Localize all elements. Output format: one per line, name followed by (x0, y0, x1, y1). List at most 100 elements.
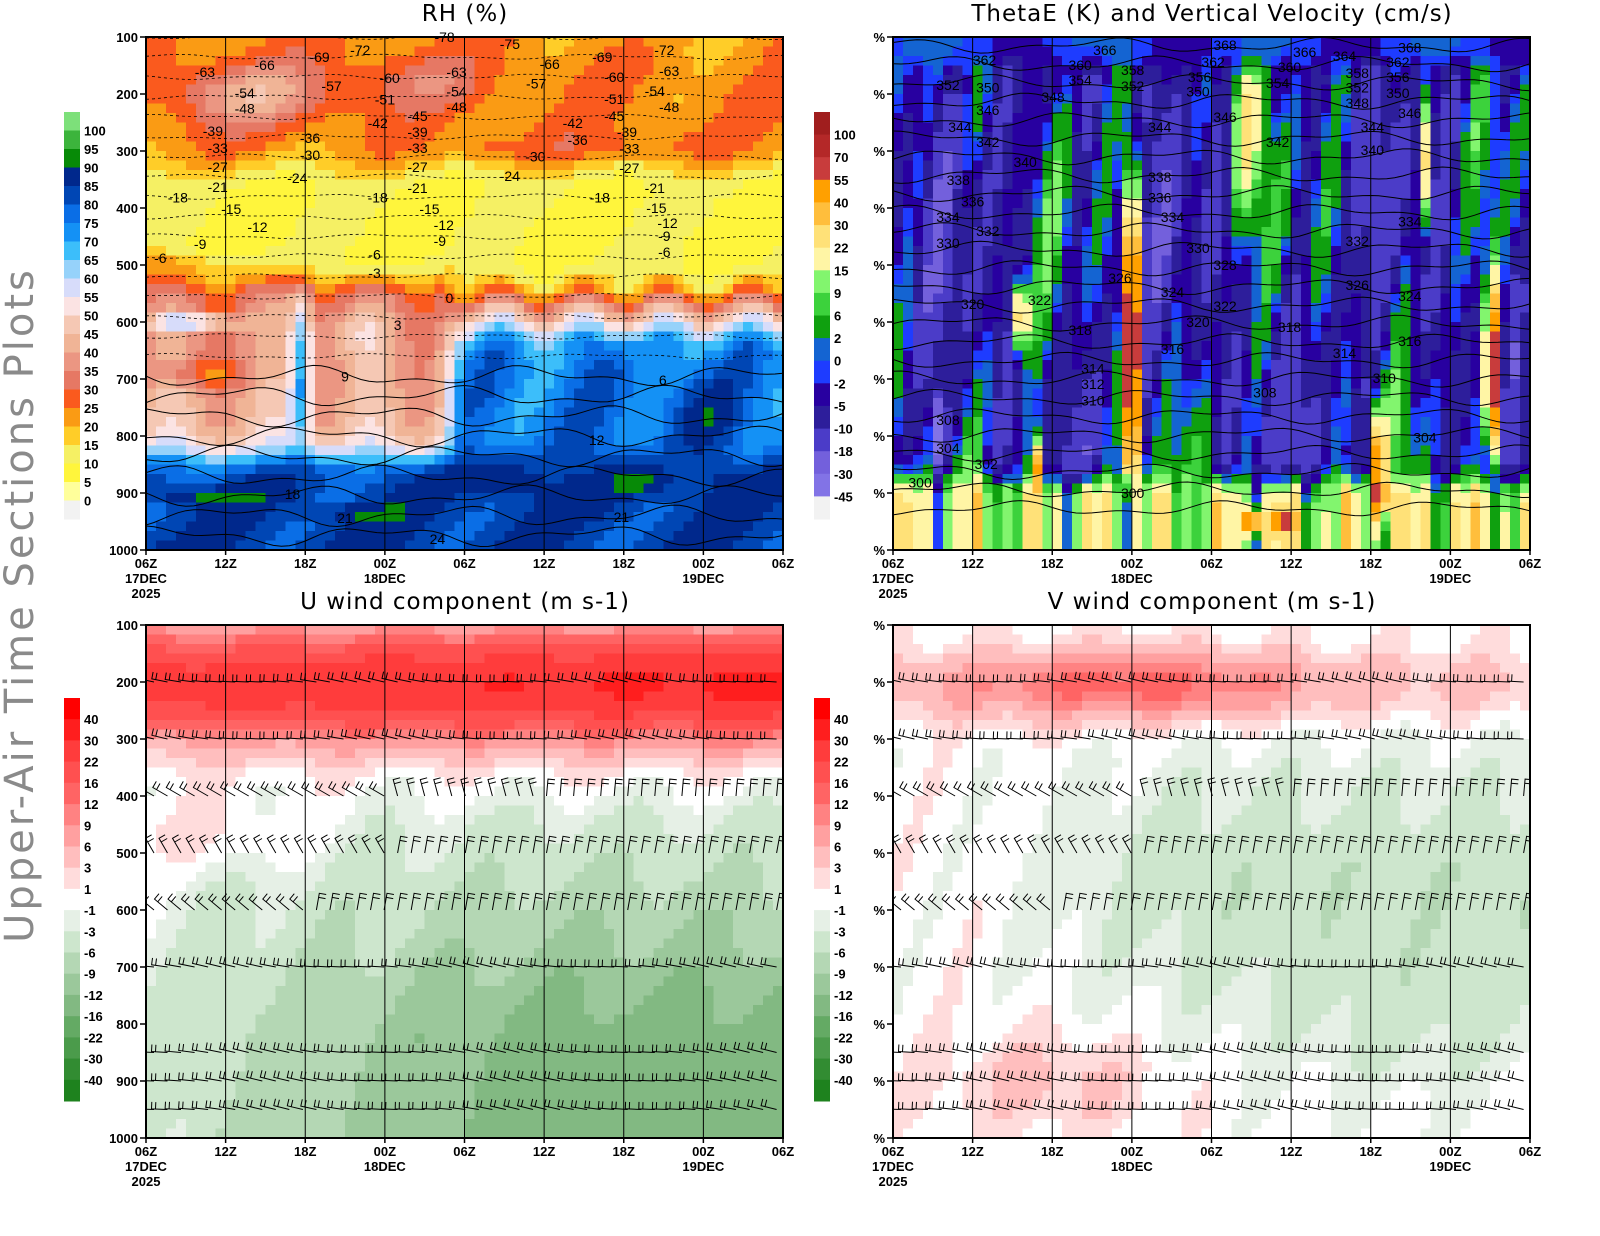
field-cell (185, 227, 197, 238)
field-cell (773, 303, 784, 314)
field-cell (205, 132, 217, 143)
field-cell (693, 198, 704, 209)
field-cell (1062, 445, 1073, 456)
field-cell (255, 208, 267, 219)
field-cell (444, 521, 456, 532)
field-cell (414, 65, 426, 76)
field-cell (663, 208, 675, 219)
field-cell (225, 388, 237, 399)
field-cell (902, 369, 914, 380)
field-cell (992, 369, 1004, 380)
field-cell (245, 521, 257, 532)
field-cell (444, 464, 456, 475)
field-cell (394, 265, 406, 276)
field-cell (683, 331, 695, 342)
field-cell (633, 122, 645, 133)
field-cell (1102, 331, 1113, 342)
field-cell (165, 132, 177, 143)
field-cell (713, 521, 724, 532)
field-cell (962, 227, 974, 238)
field-cell (623, 132, 635, 143)
field-cell (713, 122, 724, 133)
field-cell (1082, 265, 1093, 276)
field-cell (524, 246, 535, 257)
field-cell (902, 426, 914, 437)
field-cell (464, 312, 476, 323)
field-cell (454, 322, 466, 333)
field-cell (494, 417, 505, 428)
field-cell (394, 103, 406, 114)
field-cell (912, 379, 924, 390)
field-cell (643, 398, 655, 409)
field-cell (165, 198, 177, 209)
field-cell (952, 464, 964, 475)
field-cell (444, 360, 456, 371)
field-cell (1032, 84, 1043, 95)
field-cell (893, 198, 904, 209)
field-cell (474, 540, 485, 551)
field-cell (912, 160, 924, 171)
field-cell (564, 303, 575, 314)
field-cell (255, 407, 267, 418)
field-cell (255, 502, 267, 513)
field-cell (225, 113, 237, 124)
field-cell (1062, 132, 1073, 143)
contour-label: -39 (407, 124, 427, 140)
field-cell (345, 236, 356, 247)
field-cell (583, 217, 595, 228)
field-cell (1012, 417, 1023, 428)
field-cell (494, 303, 505, 314)
field-cell (394, 388, 406, 399)
field-cell (1042, 122, 1053, 133)
field-cell (663, 360, 675, 371)
field-cell (1121, 265, 1133, 276)
field-cell (1012, 208, 1023, 219)
field-cell (364, 331, 376, 342)
field-cell (524, 122, 535, 133)
field-cell (404, 141, 416, 152)
field-cell (215, 464, 227, 475)
field-cell (982, 56, 994, 67)
field-cell (305, 312, 316, 323)
field-cell (345, 75, 356, 86)
field-cell (225, 75, 237, 86)
field-cell (494, 122, 505, 133)
field-cell (1042, 94, 1053, 105)
field-cell (245, 445, 257, 456)
field-cell (285, 46, 296, 57)
field-cell (653, 331, 665, 342)
field-cell (962, 65, 974, 76)
field-cell (544, 265, 555, 276)
field-cell (325, 84, 336, 95)
field-cell (573, 56, 585, 67)
field-cell (564, 236, 575, 247)
field-cell (1092, 217, 1103, 228)
field-cell (564, 141, 575, 152)
field-cell (603, 436, 615, 447)
field-cell (374, 379, 386, 390)
field-cell (285, 360, 296, 371)
field-cell (653, 56, 665, 67)
field-cell (573, 388, 585, 399)
contour-label: -6 (154, 250, 167, 266)
field-cell (1002, 445, 1014, 456)
field-cell (673, 512, 685, 523)
field-cell (554, 388, 565, 399)
field-cell (235, 388, 247, 399)
field-cell (972, 369, 984, 380)
field-cell (225, 331, 237, 342)
colorbar-swatch (64, 500, 80, 520)
field-cell (623, 265, 635, 276)
field-cell (564, 502, 575, 513)
field-cell (564, 84, 575, 95)
field-cell (922, 540, 934, 551)
field-cell (185, 274, 197, 285)
field-cell (255, 141, 267, 152)
x-tick-label: 06Z (453, 556, 475, 571)
field-cell (763, 455, 774, 466)
field-cell (633, 113, 645, 124)
field-cell (554, 331, 565, 342)
field-cell (1022, 179, 1033, 190)
field-cell (195, 493, 207, 504)
